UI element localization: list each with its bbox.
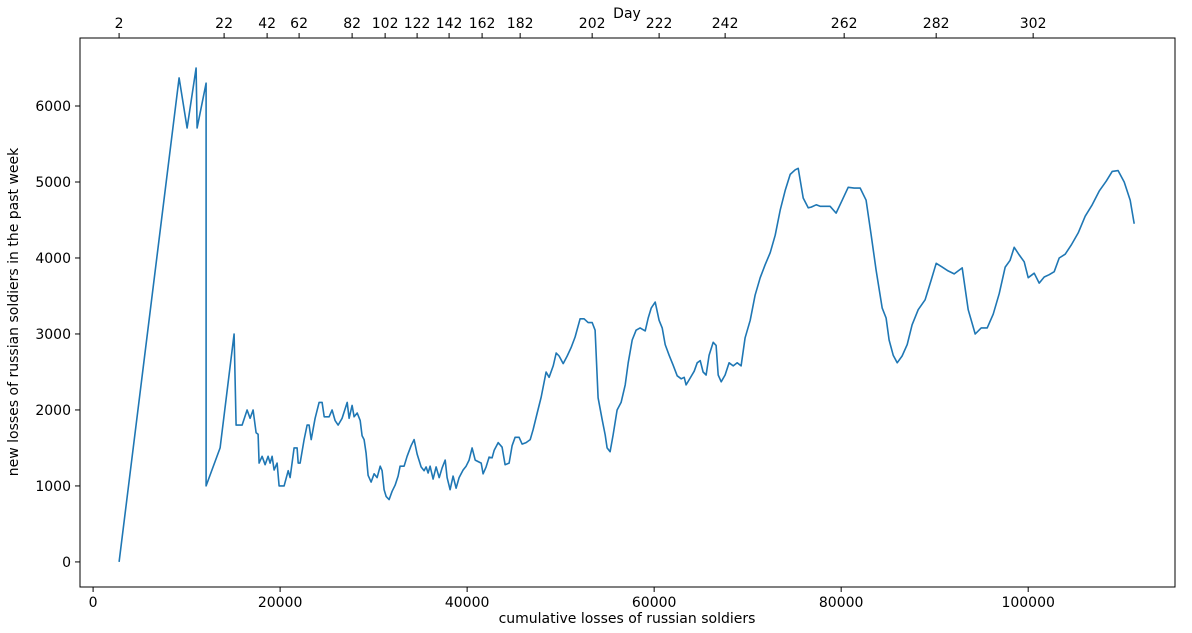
top-tick-label: 302 xyxy=(1020,16,1047,32)
top-tick-label: 202 xyxy=(579,16,606,32)
x-tick-label: 40000 xyxy=(445,595,490,611)
top-tick-label: 282 xyxy=(923,16,950,32)
y-tick-label: 5000 xyxy=(35,175,71,191)
x-tick-label: 80000 xyxy=(819,595,864,611)
y-tick-label: 3000 xyxy=(35,327,71,343)
x-tick-label: 60000 xyxy=(632,595,677,611)
y-tick-label: 6000 xyxy=(35,99,71,115)
y-tick-label: 0 xyxy=(62,555,71,571)
top-tick-label: 102 xyxy=(372,16,399,32)
top-tick-label: 82 xyxy=(343,16,361,32)
y-tick-label: 1000 xyxy=(35,479,71,495)
top-tick-label: 42 xyxy=(258,16,276,32)
data-line xyxy=(118,67,1135,562)
top-tick-label: 142 xyxy=(436,16,463,32)
top-tick-label: 242 xyxy=(712,16,739,32)
top-axis-title: Day xyxy=(613,6,641,22)
x-axis-title: cumulative losses of russian soldiers xyxy=(499,611,756,627)
top-tick-label: 62 xyxy=(290,16,308,32)
top-tick-label: 162 xyxy=(469,16,496,32)
x-tick-label: 0 xyxy=(89,595,98,611)
top-tick-label: 22 xyxy=(215,16,233,32)
y-tick-label: 4000 xyxy=(35,251,71,267)
top-tick-label: 222 xyxy=(646,16,673,32)
top-tick-label: 122 xyxy=(404,16,431,32)
y-axis-title: new losses of russian soldiers in the pa… xyxy=(6,147,22,476)
top-tick-label: 182 xyxy=(507,16,534,32)
top-tick-label: 262 xyxy=(831,16,858,32)
x-tick-label: 100000 xyxy=(1001,595,1054,611)
top-tick-label: 2 xyxy=(115,16,124,32)
y-tick-label: 2000 xyxy=(35,403,71,419)
plot-frame xyxy=(79,37,1176,588)
x-tick-label: 20000 xyxy=(258,595,303,611)
